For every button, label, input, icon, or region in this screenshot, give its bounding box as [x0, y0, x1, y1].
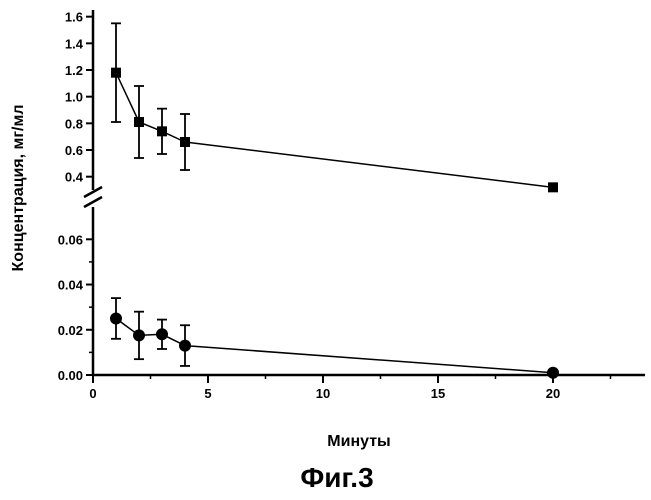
y-axis-title: Концентрация, мг/мл [10, 105, 27, 272]
data-point-square [548, 182, 558, 192]
x-tick-label: 0 [89, 386, 96, 401]
data-point-circle [110, 312, 122, 324]
data-point-square [157, 126, 167, 136]
data-point-circle [156, 328, 168, 340]
data-point-square [180, 137, 190, 147]
series-lower [110, 298, 559, 379]
data-point-circle [179, 340, 191, 352]
x-ticks: 0 5 10 15 20 [89, 375, 610, 401]
y-tick-label-upper: 0.4 [65, 170, 84, 185]
series-connector [116, 318, 185, 345]
x-tick-label: 10 [316, 386, 330, 401]
x-tick-label: 15 [431, 386, 445, 401]
data-point-circle [547, 367, 559, 379]
y-tick-label-upper: 1.0 [65, 90, 83, 105]
y-tick-label-lower: 0.04 [58, 278, 84, 293]
y-tick-label-upper: 0.8 [65, 116, 83, 131]
y-tick-label-upper: 1.2 [65, 63, 83, 78]
series-upper [111, 23, 558, 192]
y-tick-label-lower: 0.06 [58, 232, 83, 247]
series-layer [110, 23, 559, 378]
y-ticks-upper: 0.4 0.6 0.8 1.0 1.2 1.4 1.6 [65, 10, 93, 185]
series-connector [116, 73, 185, 142]
y-tick-label-upper: 0.6 [65, 143, 83, 158]
y-tick-label-upper: 1.4 [65, 36, 84, 51]
axis-break-mark [84, 197, 102, 207]
trend-line [185, 142, 553, 187]
x-tick-label: 20 [546, 386, 560, 401]
y-tick-label-upper: 1.6 [65, 10, 83, 25]
y-tick-label-lower: 0.00 [58, 368, 83, 383]
x-axis-title: Минуты [327, 433, 390, 450]
trend-line [185, 346, 553, 373]
x-tick-label: 5 [204, 386, 211, 401]
figure-caption: Фиг.3 [300, 462, 373, 493]
data-point-square [134, 117, 144, 127]
y-tick-label-lower: 0.02 [58, 323, 83, 338]
data-point-circle [133, 329, 145, 341]
y-ticks-lower: 0.00 0.02 0.04 0.06 [58, 232, 93, 383]
axes [84, 10, 645, 375]
data-point-square [111, 68, 121, 78]
